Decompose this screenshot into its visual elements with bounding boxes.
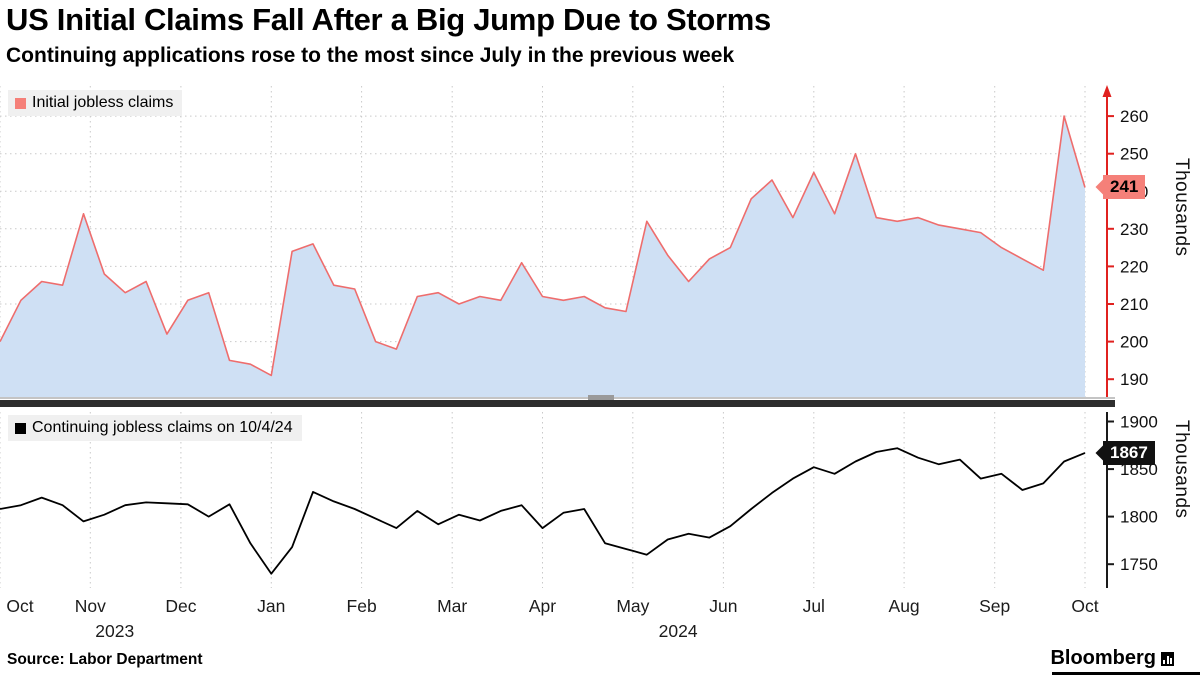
pane-divider-bar (0, 400, 1115, 407)
x-axis-month-label: Feb (346, 596, 377, 616)
y-tick-label: 260 (1120, 107, 1148, 126)
pane-divider (0, 395, 1115, 409)
y-tick-label: 190 (1120, 370, 1148, 389)
x-axis-month-label: Oct (1071, 596, 1099, 616)
x-axis-month-label: Dec (165, 596, 197, 616)
x-axis-month-label: Mar (437, 596, 468, 616)
x-axis-month-label: Aug (888, 596, 920, 616)
x-axis-month-label: Oct (6, 596, 34, 616)
y-tick-label: 1900 (1120, 413, 1158, 432)
x-axis-month-label: Sep (979, 596, 1011, 616)
legend-label-continuing: Continuing jobless claims on 10/4/24 (32, 419, 293, 436)
y-tick-label: 1800 (1120, 508, 1158, 527)
page-title: US Initial Claims Fall After a Big Jump … (6, 2, 771, 37)
y-tick-label: 220 (1120, 257, 1148, 276)
y-tick-label: 1750 (1120, 555, 1158, 574)
y-tick-label: 250 (1120, 145, 1148, 164)
axis-title-thousands-bottom: Thousands (1171, 420, 1192, 519)
y-tick-label: 210 (1120, 295, 1148, 314)
x-axis-month-label: Jul (802, 596, 825, 616)
y-tick-label: 200 (1120, 333, 1148, 352)
axis-title-thousands-top: Thousands (1171, 158, 1192, 257)
x-axis: Oct Nov Dec Jan Feb Mar Apr May Jun Jul Aug Sep Oct (0, 596, 1130, 620)
legend-swatch-continuing (15, 422, 26, 434)
source-note: Source: Labor Department (7, 651, 203, 668)
y-tick-label: 230 (1120, 220, 1148, 239)
x-axis-month-label: Jun (709, 596, 738, 616)
x-axis-month-label: Apr (528, 596, 557, 616)
bloomberg-logo: Bloomberg (1050, 647, 1174, 670)
legend-initial-claims: Initial jobless claims (8, 90, 183, 116)
bloomberg-chart-icon (1161, 651, 1174, 666)
legend-label-initial: Initial jobless claims (32, 94, 174, 111)
x-axis-month-label: May (616, 596, 650, 616)
legend-continuing-claims: Continuing jobless claims on 10/4/24 (8, 415, 302, 441)
x-axis-month-label: Jan (257, 596, 286, 616)
pane-divider-line (0, 397, 1115, 399)
bottom-edge-bar (1052, 672, 1200, 675)
continuing-claims-value-badge: 1867 (1103, 440, 1155, 465)
page-subtitle: Continuing applications rose to the most… (6, 44, 735, 67)
initial-claims-chart: 190200210220230240250260 (0, 85, 1148, 398)
pane-divider-handle[interactable] (588, 395, 614, 400)
initial-claims-value-badge: 241 (1103, 175, 1146, 200)
x-axis-month-label: Nov (74, 596, 106, 616)
x-axis-year-label: 2024 (658, 621, 698, 641)
x-axis-year-label: 2023 (95, 621, 135, 641)
legend-swatch-initial (15, 97, 26, 109)
bloomberg-logo-text: Bloomberg (1050, 647, 1156, 669)
x-axis-years: 2023 2024 (0, 621, 1130, 645)
